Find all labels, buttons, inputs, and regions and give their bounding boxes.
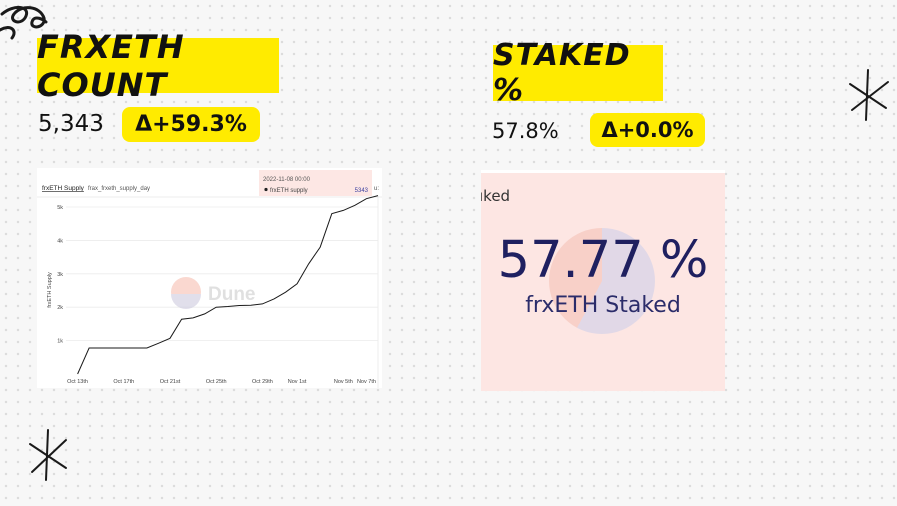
dune-logo-icon-lower [171,294,201,309]
frxeth-supply-chart: frxETH Supply frax_frxeth_supply_day u: … [37,170,382,388]
frxeth-supply-line [77,195,379,375]
frxeth-supply-chart-card: frxETH Supply frax_frxeth_supply_day u: … [37,168,382,388]
x-tick-label: Oct 25th [206,379,227,385]
frxeth-count-delta-badge: Δ+59.3% [122,107,260,142]
staked-percent-value: 57.8% [492,119,559,143]
x-tick-label: Oct 13th [67,379,88,385]
staked-percent-delta-badge: Δ+0.0% [590,113,705,147]
tooltip-series-dot [264,187,268,192]
tooltip-series-name: frxETH supply [270,188,308,194]
staked-percent-title: STAKED % [493,38,663,108]
y-axis-label: frxETH Supply [47,272,53,308]
tooltip-date: 2022-11-08 00:00 [263,177,311,183]
dune-watermark-text: Dune [208,284,256,305]
frxeth-count-value: 5,343 [38,111,104,137]
staked-watermark-pie [549,228,655,334]
staked-counter-caption: frxETH Staked [525,293,681,318]
tooltip-box [259,170,372,196]
tooltip-value: 5343 [355,188,369,194]
chart-tooltip: 2022-11-08 00:00 frxETH supply 5343 [259,170,372,196]
x-tick-label: Nov 1st [288,379,307,385]
x-tick-label: Oct 29th [252,379,273,385]
x-tick-label: Oct 21st [160,379,181,385]
x-tick-label: Oct 17th [113,379,134,385]
staked-counter-label: ıked [481,187,511,205]
sparkle-doodle-right [849,69,889,121]
y-tick-label: 4k [57,238,63,244]
y-tick-label: 1k [57,339,63,345]
staked-counter-card: ıked 57.77 % frxETH Staked [481,170,725,391]
tick-layer: 1k 2k 3k 4k 5k Oct 13th Oct 17th Oct 21st Oct 25… [57,205,376,385]
y-tick-label: 5k [57,205,63,211]
sparkle-doodle-left [29,429,67,481]
squiggle-doodle [0,6,48,40]
y-tick-label: 2k [57,305,63,311]
chart-header-title[interactable]: frxETH Supply [42,185,85,192]
dune-watermark: Dune [171,277,256,309]
frxeth-count-title: FRXETH COUNT [37,28,279,104]
grid-layer [66,206,378,342]
x-tick-label: Nov 5th [334,379,353,385]
x-tick-label: Nov 7th [357,379,376,385]
y-tick-label: 3k [57,272,63,278]
staked-counter-value: 57.77 % [497,231,709,290]
chart-header-query: frax_frxeth_supply_day [88,186,150,192]
chart-clipped-label: u: [374,186,379,192]
